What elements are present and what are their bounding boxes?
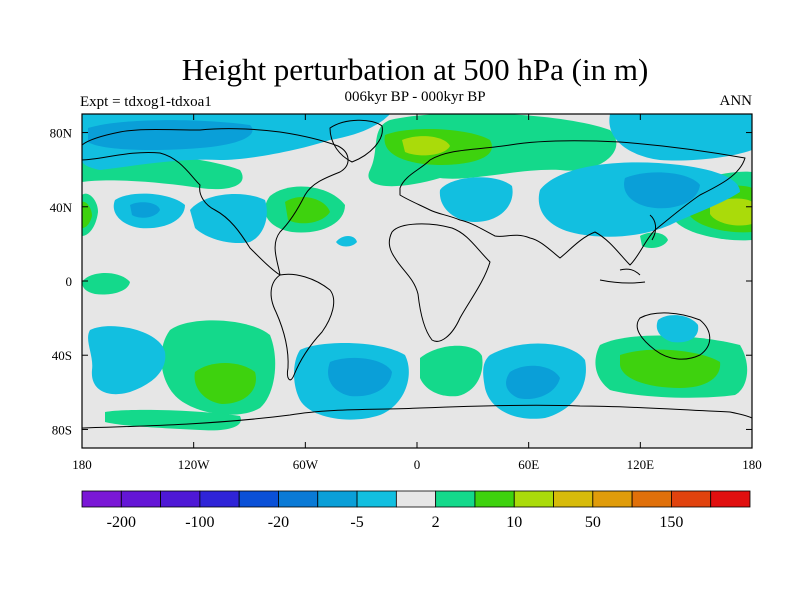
colorbar-swatch xyxy=(553,490,594,508)
contour-negative-zone xyxy=(656,315,699,343)
contour-peak-positive-zone xyxy=(710,198,752,226)
colorbar-swatch xyxy=(160,490,201,508)
colorbar-swatch xyxy=(317,490,358,508)
colorbar-swatch xyxy=(631,490,672,508)
contour-strong-positive-zone xyxy=(82,201,92,228)
contour-strong-positive-zone xyxy=(194,363,256,404)
lon-tick-label: 120E xyxy=(627,457,655,472)
contour-strong-positive-zone xyxy=(620,349,721,388)
colorbar-swatch xyxy=(81,490,122,508)
contour-positive-zone xyxy=(420,345,483,397)
lat-tick-label: 80N xyxy=(50,126,73,141)
contour-strong-negative-zone xyxy=(88,120,253,150)
coastline-north-america xyxy=(82,128,349,276)
colorbar-swatch xyxy=(710,490,751,508)
contour-negative-zone xyxy=(439,177,513,222)
coastline-africa xyxy=(388,223,491,342)
contour-strong-negative-zone xyxy=(130,202,160,218)
colorbar-label: 10 xyxy=(506,514,522,531)
contour-positive-zone xyxy=(105,409,241,431)
lon-tick-label: 60W xyxy=(293,457,319,472)
contour-negative-zone xyxy=(88,326,166,395)
contour-strong-positive-zone xyxy=(285,197,330,224)
lon-tick-label: 180 xyxy=(72,457,92,472)
experiment-label: Expt = tdxog1-tdxoa1 xyxy=(80,94,212,110)
colorbar-swatch xyxy=(671,490,712,508)
colorbar: -200 -100 -20 -5 2 10 50 150 xyxy=(81,490,751,531)
colorbar-label: -5 xyxy=(350,514,363,531)
coastline-eurasia xyxy=(399,140,746,266)
latitude-axis: 80N 40N 0 40S 80S xyxy=(50,126,752,437)
coastline-south-america xyxy=(270,273,335,381)
contour-strong-negative-zone xyxy=(624,172,700,209)
contour-strong-negative-zone xyxy=(506,365,560,400)
lon-tick-label: 60E xyxy=(518,457,539,472)
colorbar-swatch xyxy=(238,490,279,508)
contour-peak-positive-zone xyxy=(402,136,450,156)
contour-positive-zone xyxy=(640,232,668,248)
colorbar-swatch xyxy=(592,490,633,508)
lon-tick-label: 180 xyxy=(742,457,762,472)
contour-positive-zone xyxy=(82,273,130,295)
lat-tick-label: 80S xyxy=(52,422,72,437)
colorbar-swatch xyxy=(435,490,476,508)
colorbar-swatch xyxy=(199,490,240,508)
lat-tick-label: 0 xyxy=(66,274,73,289)
map-panel: 80N 40N 0 40S 80S 180 120W 60W 0 60E 120E 180 xyxy=(50,113,762,472)
lat-tick-label: 40N xyxy=(50,200,73,215)
colorbar-swatch xyxy=(120,490,161,508)
colorbar-label: -200 xyxy=(107,514,136,531)
colorbar-swatch xyxy=(474,490,515,508)
colorbar-label: 2 xyxy=(432,514,440,531)
colorbar-swatch xyxy=(278,490,319,508)
colorbar-label: -100 xyxy=(185,514,214,531)
colorbar-swatch xyxy=(395,490,437,508)
season-label: ANN xyxy=(719,93,753,109)
coastline-australia xyxy=(636,312,711,360)
lon-tick-label: 120W xyxy=(178,457,211,472)
colorbar-label: -20 xyxy=(268,514,289,531)
contour-strong-negative-zone xyxy=(328,357,392,397)
contour-negative-zone xyxy=(336,236,357,247)
plot-subtitle: 006kyr BP - 000kyr BP xyxy=(344,89,486,105)
contour-negative-zone xyxy=(609,114,752,161)
colorbar-swatch xyxy=(356,490,397,508)
coastlines xyxy=(82,119,752,429)
coastline-antarctica xyxy=(82,404,752,429)
plot-title: Height perturbation at 500 hPa (in m) xyxy=(181,52,649,87)
lat-tick-label: 40S xyxy=(52,348,72,363)
colorbar-label: 150 xyxy=(659,514,683,531)
coastline-indonesia xyxy=(599,268,646,284)
anomaly-contours xyxy=(82,114,752,431)
longitude-axis: 180 120W 60W 0 60E 120E 180 xyxy=(72,114,762,472)
coastline-japan xyxy=(649,214,657,241)
colorbar-label: 50 xyxy=(585,514,601,531)
lon-tick-label: 0 xyxy=(414,457,421,472)
colorbar-swatch xyxy=(513,490,554,508)
coastline-greenland xyxy=(329,119,383,163)
